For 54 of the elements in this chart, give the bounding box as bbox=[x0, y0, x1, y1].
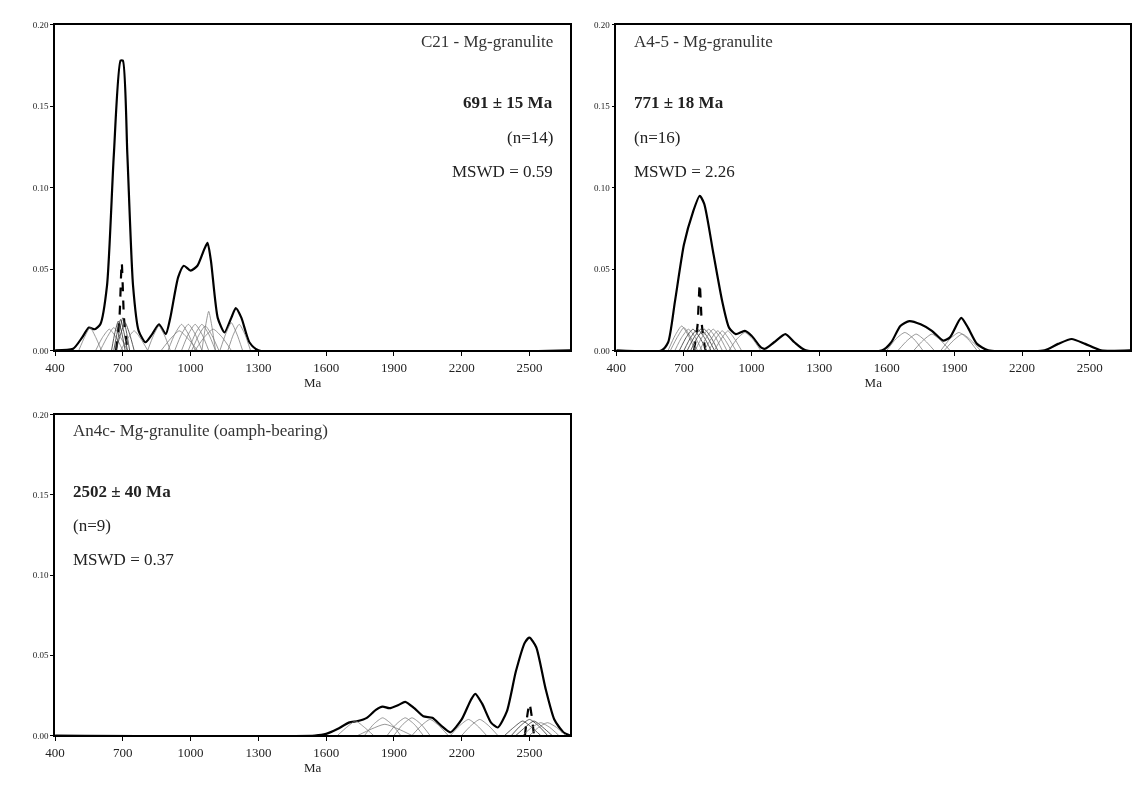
x-axis-title: Ma bbox=[303, 374, 322, 390]
x-tick-label: 700 bbox=[113, 744, 133, 760]
y-tick-label: 0.15 bbox=[32, 490, 50, 501]
x-tick-label: 700 bbox=[113, 359, 133, 375]
x-tick-label: 2500 bbox=[516, 359, 543, 375]
annotation: MSWD = 0.59 bbox=[452, 162, 553, 181]
y-tick-label: 0.10 bbox=[32, 570, 50, 581]
y-tick-label: 0.10 bbox=[594, 182, 611, 193]
y-tick-label: 0.00 bbox=[594, 345, 611, 356]
x-tick-label: 700 bbox=[674, 359, 694, 375]
x-tick-label: 400 bbox=[606, 359, 627, 375]
y-tick-label: 0.00 bbox=[32, 345, 50, 356]
y-tick-label: 0.20 bbox=[594, 20, 611, 30]
x-tick-label: 1000 bbox=[738, 359, 765, 375]
x-tick-label: 2200 bbox=[448, 359, 475, 375]
annotation: 691 ± 15 Ma bbox=[463, 93, 553, 112]
annotation: MSWD = 2.26 bbox=[634, 162, 735, 181]
x-tick-label: 400 bbox=[45, 359, 65, 375]
annotation: MSWD = 0.37 bbox=[73, 550, 175, 569]
y-tick-label: 0.00 bbox=[32, 730, 50, 741]
x-tick-label: 1600 bbox=[313, 359, 340, 375]
x-tick-label: 2200 bbox=[1009, 359, 1036, 375]
chart-title: An4c- Mg-granulite (oamph-bearing) bbox=[73, 421, 328, 440]
annotation: 771 ± 18 Ma bbox=[634, 93, 724, 112]
x-axis-title: Ma bbox=[303, 759, 322, 775]
annotation: (n=16) bbox=[634, 128, 681, 147]
x-tick-label: 1300 bbox=[245, 744, 272, 760]
y-tick-label: 0.05 bbox=[32, 650, 50, 661]
annotation: (n=9) bbox=[73, 516, 111, 535]
x-tick-label: 1900 bbox=[941, 359, 968, 375]
annotation: (n=14) bbox=[507, 128, 554, 147]
chart-title: C21 - Mg-granulite bbox=[421, 32, 554, 51]
y-tick-label: 0.05 bbox=[32, 264, 50, 275]
x-tick-label: 1000 bbox=[177, 359, 204, 375]
x-tick-label: 1300 bbox=[806, 359, 833, 375]
y-tick-label: 0.05 bbox=[594, 264, 611, 275]
x-tick-label: 1300 bbox=[245, 359, 272, 375]
y-tick-label: 0.20 bbox=[32, 20, 50, 30]
x-tick-label: 2500 bbox=[1076, 359, 1103, 375]
x-tick-label: 400 bbox=[45, 744, 65, 760]
x-tick-label: 2500 bbox=[516, 744, 543, 760]
x-axis-title: Ma bbox=[864, 374, 883, 390]
y-tick-label: 0.15 bbox=[32, 101, 50, 112]
x-tick-label: 1000 bbox=[177, 744, 204, 760]
annotation: 2502 ± 40 Ma bbox=[73, 482, 172, 501]
x-tick-label: 1600 bbox=[873, 359, 900, 375]
x-tick-label: 1900 bbox=[380, 744, 407, 760]
x-tick-label: 1900 bbox=[380, 359, 407, 375]
y-tick-label: 0.15 bbox=[594, 101, 611, 112]
x-tick-label: 1600 bbox=[313, 744, 340, 760]
x-tick-label: 2200 bbox=[448, 744, 475, 760]
y-tick-label: 0.10 bbox=[32, 182, 50, 193]
chart-title: A4-5 - Mg-granulite bbox=[634, 32, 773, 51]
y-tick-label: 0.20 bbox=[32, 409, 50, 420]
